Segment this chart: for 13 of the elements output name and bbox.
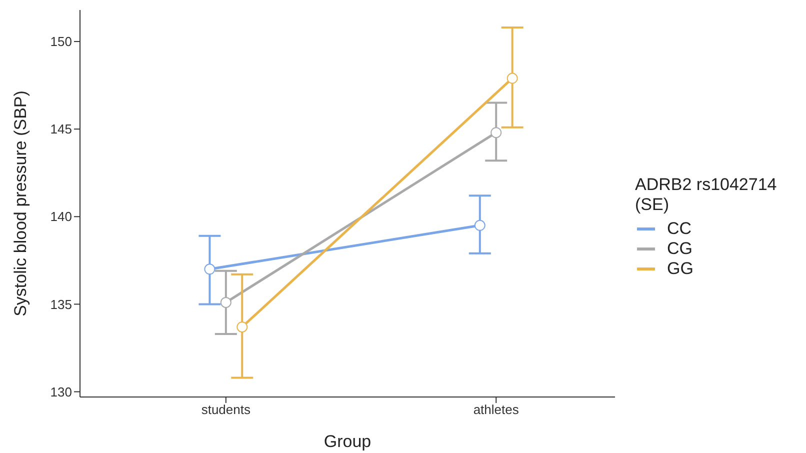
y-tick-label: 140 [50,209,72,224]
legend-label: GG [667,258,694,278]
x-tick-label: athletes [473,402,520,418]
x-axis-title: Group [324,432,372,451]
x-tick-label: students [201,402,251,418]
y-tick-label: 130 [50,384,72,400]
legend-label: CG [667,238,692,258]
legend-title: ADRB2 rs1042714 (SE) [635,174,778,214]
y-tick-label: 150 [50,34,72,50]
y-tick-label: 135 [50,296,72,312]
legend-label: CC [667,218,692,238]
y-axis-title: Systolic blood pressure (SBP) [11,90,30,316]
y-tick-label: 145 [50,122,72,137]
